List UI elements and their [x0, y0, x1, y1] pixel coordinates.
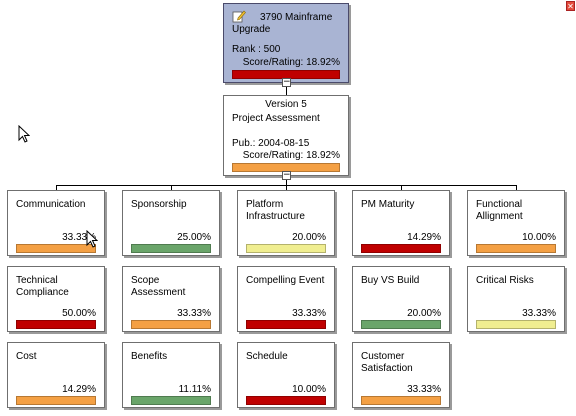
criterion-node[interactable]: Buy VS Build 20.00%	[352, 266, 450, 332]
criterion-node[interactable]: Technical Compliance 50.00%	[7, 266, 105, 332]
criterion-rating-bar	[361, 320, 441, 329]
criterion-node[interactable]: Cost 14.29%	[7, 342, 105, 408]
criterion-percentage: 20.00%	[407, 308, 441, 319]
criterion-node[interactable]: Customer Satisfaction 33.33%	[352, 342, 450, 408]
connector-line	[286, 176, 287, 185]
connector-line	[286, 185, 287, 191]
criterion-percentage: 33.33%	[177, 308, 211, 319]
criterion-percentage: 10.00%	[292, 384, 326, 395]
root-node[interactable]: 3790 Mainframe Upgrade Rank : 500 Score/…	[223, 3, 349, 83]
connector-line	[286, 83, 287, 95]
criterion-percentage: 14.29%	[407, 232, 441, 243]
root-score: Score/Rating: 18.92%	[242, 57, 340, 68]
criterion-label: Communication	[16, 199, 86, 210]
criterion-label: Schedule	[246, 351, 288, 362]
connector-line	[401, 185, 402, 191]
criterion-label: Buy VS Build	[361, 275, 420, 286]
criterion-percentage: 11.11%	[178, 384, 211, 395]
criterion-node[interactable]: Scope Assessment 33.33%	[122, 266, 220, 332]
criterion-rating-bar	[476, 244, 556, 253]
criterion-label: Platform Infrastructure	[246, 199, 305, 222]
criterion-node[interactable]: Communication 33.33%	[7, 190, 105, 256]
pencil-note-icon	[232, 10, 246, 23]
root-rank: Rank : 500	[232, 44, 281, 55]
criterion-label: Scope Assessment	[131, 275, 186, 298]
connector-line	[56, 185, 57, 191]
version-title: Version 5	[265, 99, 307, 110]
criterion-percentage: 50.00%	[62, 308, 96, 319]
criterion-percentage: 33.33%	[292, 308, 326, 319]
criterion-rating-bar	[361, 396, 441, 405]
criterion-rating-bar	[246, 320, 326, 329]
criterion-label: Customer Satisfaction	[361, 351, 413, 374]
connector-line	[516, 185, 517, 191]
criterion-rating-bar	[246, 396, 326, 405]
connector-line	[171, 185, 172, 191]
criterion-rating-bar	[16, 244, 96, 253]
close-icon[interactable]: ✕	[566, 1, 575, 11]
criterion-rating-bar	[131, 244, 211, 253]
criterion-percentage: 33.33%	[62, 232, 96, 243]
criterion-label: Technical Compliance	[16, 275, 69, 298]
collapse-toggle-root[interactable]: −	[282, 77, 291, 87]
criterion-rating-bar	[131, 320, 211, 329]
criterion-rating-bar	[131, 396, 211, 405]
criterion-node[interactable]: Sponsorship 25.00%	[122, 190, 220, 256]
version-pub-date: Pub.: 2004-08-15	[232, 138, 310, 149]
criterion-percentage: 14.29%	[62, 384, 96, 395]
criterion-label: Functional Allignment	[476, 199, 523, 222]
root-title: 3790 Mainframe Upgrade	[232, 12, 333, 35]
collapse-toggle-version[interactable]: −	[282, 170, 291, 180]
criterion-percentage: 33.33%	[522, 308, 556, 319]
version-node[interactable]: Version 5 Project Assessment Pub.: 2004-…	[223, 95, 349, 176]
criterion-percentage: 20.00%	[292, 232, 326, 243]
criterion-node[interactable]: Functional Allignment 10.00%	[467, 190, 565, 256]
criterion-label: Compelling Event	[246, 275, 325, 286]
criterion-rating-bar	[246, 244, 326, 253]
criterion-rating-bar	[361, 244, 441, 253]
criterion-node[interactable]: Critical Risks 33.33%	[467, 266, 565, 332]
criterion-label: Cost	[16, 351, 37, 362]
criterion-label: PM Maturity	[361, 199, 415, 210]
version-score: Score/Rating: 18.92%	[242, 150, 340, 161]
criterion-percentage: 25.00%	[177, 232, 211, 243]
version-subtitle: Project Assessment	[232, 113, 320, 124]
criterion-node[interactable]: Platform Infrastructure 20.00%	[237, 190, 335, 256]
criterion-node[interactable]: Schedule 10.00%	[237, 342, 335, 408]
criterion-node[interactable]: Benefits 11.11%	[122, 342, 220, 408]
criterion-node[interactable]: Compelling Event 33.33%	[237, 266, 335, 332]
criterion-percentage: 10.00%	[522, 232, 556, 243]
criterion-label: Sponsorship	[131, 199, 187, 210]
criterion-rating-bar	[16, 396, 96, 405]
criterion-rating-bar	[16, 320, 96, 329]
criterion-label: Benefits	[131, 351, 168, 362]
arrow-cursor-icon	[18, 125, 30, 143]
criterion-node[interactable]: PM Maturity 14.29%	[352, 190, 450, 256]
criterion-percentage: 33.33%	[407, 384, 441, 395]
arrow-cursor-icon	[86, 230, 98, 248]
criterion-label: Critical Risks	[476, 275, 534, 286]
criterion-rating-bar	[476, 320, 556, 329]
